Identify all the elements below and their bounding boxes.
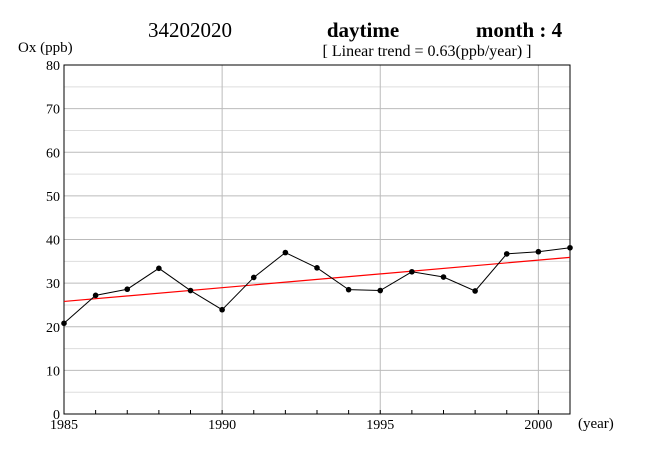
data-point <box>535 248 542 255</box>
plot-area: 0 10 20 30 40 50 60 70 80 1985 1990 1995 2000 <box>46 59 573 433</box>
data-point <box>124 286 131 293</box>
chart-title-month: month : 4 <box>476 18 563 42</box>
data-point <box>219 306 225 313</box>
x-axis-label: (year) <box>578 416 614 432</box>
y-tick-label: 40 <box>46 234 60 249</box>
y-tick-label: 70 <box>46 103 60 118</box>
x-tick-label: 1990 <box>208 418 236 433</box>
y-tick-label: 0 <box>53 408 60 423</box>
x-tick-label: 2000 <box>524 418 552 433</box>
chart-subtitle: [ Linear trend = 0.63(ppb/year) ] <box>323 43 532 60</box>
x-tick-label: 1995 <box>366 418 394 433</box>
data-point <box>409 268 415 275</box>
y-tick-label: 50 <box>46 190 60 205</box>
data-point <box>472 288 478 294</box>
trend-line <box>63 256 571 303</box>
y-tick-label: 30 <box>46 277 60 292</box>
y-tick-label: 10 <box>46 364 60 379</box>
data-point <box>567 244 573 251</box>
data-point <box>503 251 510 257</box>
y-tick-label: 20 <box>46 321 60 336</box>
data-point <box>377 287 384 294</box>
series-line <box>63 247 571 324</box>
x-tick-label: 1985 <box>50 418 78 433</box>
y-axis-label: Ox (ppb) <box>18 40 73 56</box>
data-point <box>345 286 352 293</box>
chart-title-period: daytime <box>327 18 399 42</box>
data-point <box>92 292 99 299</box>
data-point <box>61 320 67 327</box>
y-tick-label: 60 <box>46 146 60 161</box>
data-point <box>282 249 289 256</box>
data-point <box>156 265 162 272</box>
data-point <box>250 274 257 281</box>
y-tick-label: 80 <box>46 59 60 74</box>
data-point <box>440 274 447 280</box>
plot-frame <box>63 64 571 415</box>
data-point <box>314 265 320 271</box>
chart-title-station: 34202020 <box>148 18 232 42</box>
data-point <box>187 287 194 294</box>
